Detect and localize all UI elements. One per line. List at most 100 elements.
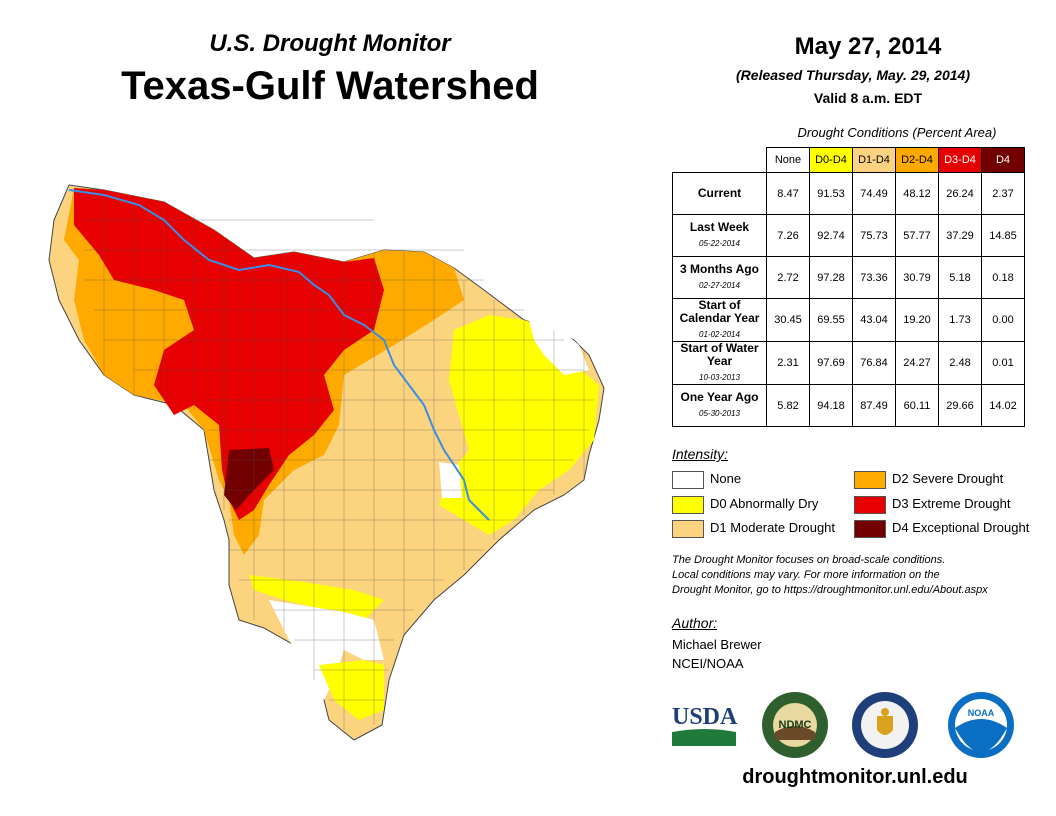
- table-cell: 5.82: [766, 384, 810, 427]
- table-cell: 8.47: [766, 172, 810, 215]
- d0-region-far-south: [319, 660, 384, 720]
- table-row: 3 Months Ago 02-27-2014 2.72 97.28 73.36 …: [672, 256, 1025, 299]
- table-corner: [672, 147, 767, 173]
- author-name: Michael Brewer: [672, 637, 762, 652]
- d4-region: [224, 448, 274, 510]
- table-row: Start of Calendar Year 01-02-2014 30.45 6…: [672, 298, 1025, 342]
- legend-item-d2: D2 Severe Drought: [854, 470, 1003, 489]
- author-org: NCEI/NOAA: [672, 656, 744, 671]
- col-header: D4: [981, 147, 1025, 173]
- d3-region: [74, 188, 384, 520]
- table-cell: 94.18: [809, 384, 853, 427]
- trinity-river: [68, 189, 490, 521]
- d0-region-south: [249, 575, 384, 620]
- table-header-row: None D0-D4 D1-D4 D2-D4 D3-D4 D4: [672, 147, 1025, 173]
- table-cell: 19.20: [895, 298, 939, 342]
- legend-title: Intensity:: [672, 446, 729, 462]
- legend-swatch: [854, 519, 886, 538]
- table-cell: 97.28: [809, 256, 853, 299]
- row-label: One Year Ago 05-30-2013: [672, 384, 767, 427]
- table-cell: 2.72: [766, 256, 810, 299]
- noaa-logo-text: NOAA: [968, 708, 995, 718]
- legend-swatch: [854, 495, 886, 514]
- row-label: Start of Calendar Year 01-02-2014: [672, 298, 767, 342]
- map-subtitle: U.S. Drought Monitor: [209, 30, 451, 57]
- col-header: D2-D4: [895, 147, 939, 173]
- note-line: Drought Monitor, go to https://droughtmo…: [672, 584, 988, 596]
- none-region-south: [269, 600, 384, 700]
- legend-item-d1: D1 Moderate Drought: [672, 519, 835, 538]
- valid-time: Valid 8 a.m. EDT: [813, 90, 923, 106]
- legend-swatch: [672, 495, 704, 514]
- noaa-logo: NOAA: [948, 692, 1014, 758]
- table-row: Current 8.47 91.53 74.49 48.12 26.24 2.3…: [672, 172, 1025, 215]
- col-header: D0-D4: [809, 147, 853, 173]
- legend-swatch: [672, 470, 704, 489]
- disclaimer-note: The Drought Monitor focuses on broad-sca…: [672, 553, 1042, 598]
- none-region-east: [529, 320, 589, 375]
- table-cell: 2.48: [938, 341, 982, 385]
- row-label: 3 Months Ago 02-27-2014: [672, 256, 767, 299]
- table-cell: 69.55: [809, 298, 853, 342]
- usda-logo-text: USDA: [672, 704, 738, 730]
- legend-item-d4: D4 Exceptional Drought: [854, 519, 1029, 538]
- table-cell: 29.66: [938, 384, 982, 427]
- table-cell: 5.18: [938, 256, 982, 299]
- table-cell: 0.00: [981, 298, 1025, 342]
- table-row: Last Week 05-22-2014 7.26 92.74 75.73 57.…: [672, 214, 1025, 257]
- map-title: Texas-Gulf Watershed: [121, 64, 539, 108]
- author-title: Author:: [672, 615, 718, 631]
- row-label: Current: [672, 172, 767, 215]
- table-cell: 74.49: [852, 172, 896, 215]
- table-cell: 37.29: [938, 214, 982, 257]
- table-cell: 57.77: [895, 214, 939, 257]
- legend-item-d3: D3 Extreme Drought: [854, 495, 1011, 514]
- table-cell: 43.04: [852, 298, 896, 342]
- table-row: Start of Water Year 10-03-2013 2.31 97.69…: [672, 341, 1025, 385]
- table-cell: 1.73: [938, 298, 982, 342]
- note-line: The Drought Monitor focuses on broad-sca…: [672, 554, 946, 566]
- col-header: D3-D4: [938, 147, 982, 173]
- website-link[interactable]: droughtmonitor.unl.edu: [742, 766, 968, 788]
- table-cell: 48.12: [895, 172, 939, 215]
- table-cell: 2.37: [981, 172, 1025, 215]
- legend-swatch: [854, 470, 886, 489]
- table-cell: 87.49: [852, 384, 896, 427]
- drought-conditions-table: None D0-D4 D1-D4 D2-D4 D3-D4 D4 Current …: [672, 147, 1025, 427]
- table-cell: 30.45: [766, 298, 810, 342]
- ndmc-logo: NDMC: [762, 692, 828, 758]
- drought-map: [48, 184, 605, 741]
- table-cell: 24.27: [895, 341, 939, 385]
- commerce-seal: [852, 692, 918, 758]
- table-cell: 92.74: [809, 214, 853, 257]
- table-cell: 14.85: [981, 214, 1025, 257]
- table-cell: 7.26: [766, 214, 810, 257]
- table-cell: 26.24: [938, 172, 982, 215]
- legend-item-d0: D0 Abnormally Dry: [672, 495, 818, 514]
- table-cell: 75.73: [852, 214, 896, 257]
- usda-logo: USDA: [672, 704, 738, 746]
- table-cell: 91.53: [809, 172, 853, 215]
- legend-item-none: None: [672, 470, 741, 489]
- row-label: Start of Water Year 10-03-2013: [672, 341, 767, 385]
- table-cell: 14.02: [981, 384, 1025, 427]
- legend-swatch: [672, 519, 704, 538]
- table-row: One Year Ago 05-30-2013 5.82 94.18 87.49 …: [672, 384, 1025, 427]
- note-line: Local conditions may vary. For more info…: [672, 569, 940, 581]
- map-date: May 27, 2014: [794, 33, 942, 60]
- table-cell: 2.31: [766, 341, 810, 385]
- col-header: None: [766, 147, 810, 173]
- table-cell: 0.01: [981, 341, 1025, 385]
- col-header: D1-D4: [852, 147, 896, 173]
- ndmc-logo-text: NDMC: [779, 719, 812, 731]
- table-cell: 76.84: [852, 341, 896, 385]
- table-cell: 60.11: [895, 384, 939, 427]
- table-cell: 0.18: [981, 256, 1025, 299]
- table-cell: 30.79: [895, 256, 939, 299]
- release-date: (Released Thursday, May. 29, 2014): [736, 67, 970, 83]
- none-region-center: [439, 462, 462, 498]
- table-cell: 73.36: [852, 256, 896, 299]
- table-cell: 97.69: [809, 341, 853, 385]
- table-caption: Drought Conditions (Percent Area): [797, 125, 997, 140]
- row-label: Last Week 05-22-2014: [672, 214, 767, 257]
